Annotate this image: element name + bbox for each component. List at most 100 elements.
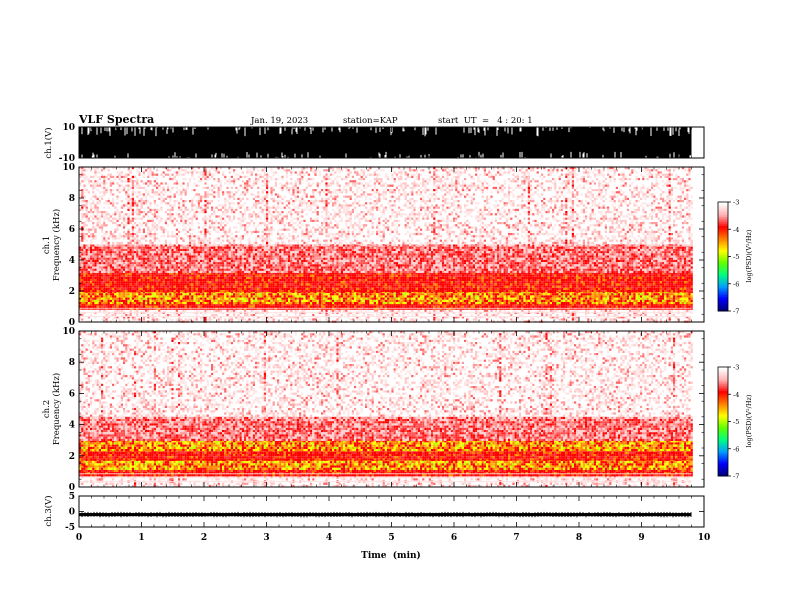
colorbar-segment <box>718 474 728 477</box>
x-tick-label: 0 <box>76 533 82 543</box>
colorbar-segment <box>718 202 728 205</box>
colorbar-tick-label: -3 <box>733 364 739 372</box>
ch1-spectrogram-ylabel-channel: ch.1 <box>42 236 52 254</box>
colorbar-segment <box>718 223 728 227</box>
colorbar-segment <box>718 281 728 285</box>
colorbar-segment <box>718 236 728 239</box>
colorbar-segment <box>718 212 728 216</box>
colorbar-segment <box>718 240 728 243</box>
colorbar-tick-label: -6 <box>733 445 739 453</box>
colorbar-segment <box>718 377 728 381</box>
colorbar-segment <box>718 414 728 417</box>
colorbar-segment <box>718 401 728 404</box>
colorbar-ch2: -3 -4 -5 -6 -7 <box>717 364 739 481</box>
x-tick-label: 9 <box>638 533 644 543</box>
colorbar-segment <box>718 298 728 301</box>
colorbar-segment <box>718 383 728 386</box>
y-tick-label: 10 <box>62 123 75 133</box>
colorbar-segment <box>718 280 728 283</box>
colorbar-segment <box>718 243 728 247</box>
colorbar-segment <box>718 399 728 403</box>
colorbar-segment <box>718 443 728 446</box>
colorbar-tick-label: -5 <box>733 418 739 426</box>
colorbar-segment <box>718 381 728 384</box>
colorbar-segment <box>718 412 728 415</box>
colorbar-segment <box>718 441 728 444</box>
y-tick-label: 10 <box>62 163 75 173</box>
colorbar-segment <box>718 214 728 218</box>
ch1-spectrogram-ylabel-frequency: Frequency (kHz) <box>51 209 62 281</box>
ch1-waveform-panel: 10 -10 <box>59 123 705 164</box>
colorbar-segment <box>718 394 728 397</box>
colorbar-segment <box>718 454 728 457</box>
colorbar-segment <box>718 396 728 399</box>
colorbar-segment <box>718 448 728 452</box>
colorbar-segment <box>718 309 728 312</box>
ch2-spectrogram-panel: 0 2 4 6 8 10 <box>62 327 705 493</box>
colorbar-segment <box>718 461 728 464</box>
colorbar-segment <box>718 379 728 383</box>
colorbar-segment <box>718 372 728 375</box>
colorbar-segment <box>718 285 728 288</box>
colorbar-segment <box>718 249 728 252</box>
colorbar-segment <box>718 300 728 303</box>
colorbar-ch2-label: log(PSD)(V²/Hz) <box>745 394 753 447</box>
colorbar-segment <box>718 408 728 412</box>
colorbar-segment <box>718 221 728 225</box>
colorbar-tick-label: -6 <box>733 280 739 288</box>
colorbar-segment <box>718 430 728 433</box>
x-tick-label: 7 <box>513 533 519 543</box>
colorbar-segment <box>718 303 728 307</box>
ch1-waveform-trace <box>78 127 692 158</box>
y-tick-label: 2 <box>69 452 75 462</box>
colorbar-segment <box>718 260 728 263</box>
colorbar-ch1: -3 -4 -5 -6 -7 <box>717 199 739 316</box>
colorbar-segment <box>718 211 728 214</box>
colorbar-segment <box>718 283 728 287</box>
spectrogram-cells <box>79 167 693 323</box>
colorbar-segment <box>718 426 728 430</box>
colorbar-segment <box>718 419 728 422</box>
colorbar-segment <box>718 388 728 392</box>
colorbar-segment <box>718 294 728 297</box>
colorbar-segment <box>718 368 728 372</box>
colorbar-segment <box>718 405 728 408</box>
colorbar-segment <box>718 450 728 453</box>
colorbar-segment <box>718 406 728 410</box>
colorbar-segment <box>718 452 728 455</box>
chart-title: VLF Spectra <box>78 113 154 126</box>
colorbar-segment <box>718 392 728 395</box>
colorbar-segment <box>718 423 728 426</box>
x-tick-label: 4 <box>326 533 332 543</box>
colorbar-segment <box>718 421 728 424</box>
colorbar-segment <box>718 397 728 401</box>
colorbar-segment <box>718 289 728 292</box>
colorbar-segment <box>718 234 728 238</box>
colorbar-segment <box>718 287 728 290</box>
y-tick-label: 0 <box>69 508 75 518</box>
colorbar-segment <box>718 465 728 468</box>
colorbar-segment <box>718 207 728 210</box>
start-time-label: start UT = 4 : 20: 1 <box>438 116 533 126</box>
colorbar-segment <box>718 436 728 439</box>
colorbar-tick-label: -5 <box>733 253 739 261</box>
colorbar-segment <box>718 231 728 234</box>
colorbar-segment <box>718 432 728 435</box>
colorbar-segment <box>718 456 728 459</box>
y-tick-label: 2 <box>69 287 75 297</box>
colorbar-segment <box>718 463 728 466</box>
colorbar-segment <box>718 437 728 441</box>
colorbar-segment <box>718 247 728 250</box>
colorbar-segment <box>718 470 728 473</box>
colorbar-tick-label: -4 <box>733 391 739 399</box>
colorbar-segment <box>718 417 728 421</box>
station-label: station=KAP <box>343 116 398 126</box>
colorbar-segment <box>718 225 728 228</box>
colorbar-segment <box>718 468 728 472</box>
y-tick-label: -10 <box>59 154 75 164</box>
colorbar-tick-label: -7 <box>733 473 739 481</box>
colorbar-segment <box>718 267 728 270</box>
colorbar-segment <box>718 472 728 475</box>
